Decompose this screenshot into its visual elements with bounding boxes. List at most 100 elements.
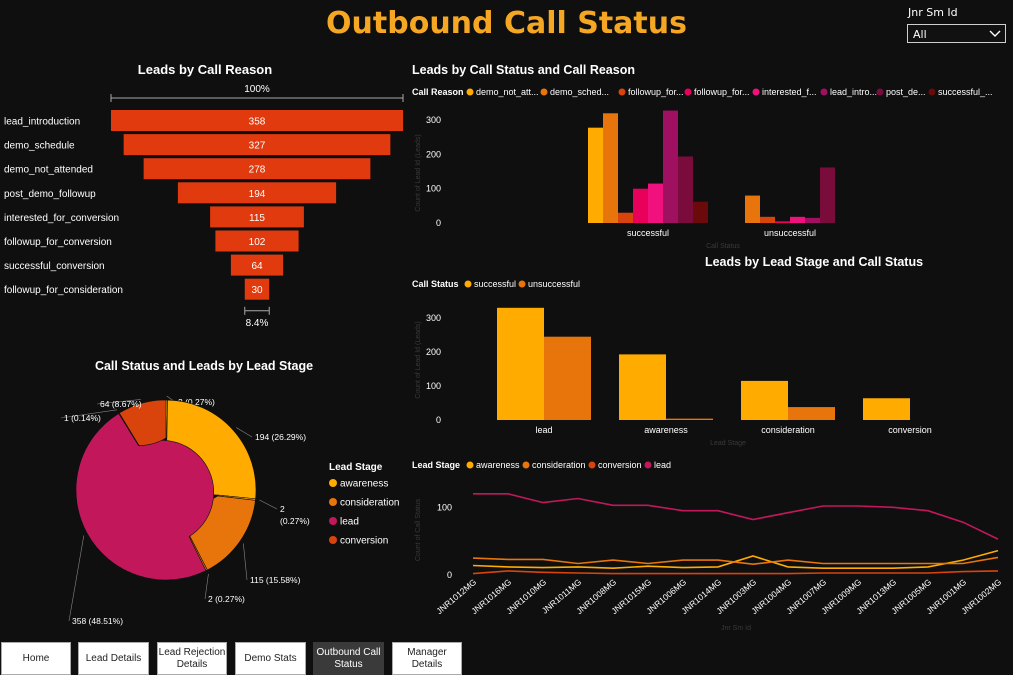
legend-marker [928, 88, 936, 96]
line-series [472, 570, 999, 575]
slicer-label: Jnr Sm Id [908, 6, 958, 19]
y-tick-label: 100 [426, 381, 441, 391]
bar [805, 217, 820, 223]
x-tick-label: lead [535, 425, 552, 435]
legend-marker [820, 88, 828, 96]
legend-label: consideration [532, 460, 586, 470]
bar [648, 183, 663, 223]
funnel-bottom-label: 8.4% [246, 318, 269, 329]
y-axis-label: Count of Call Status [415, 498, 422, 561]
x-tick-label: consideration [761, 425, 815, 435]
bar [790, 216, 805, 223]
donut-leader-line [236, 427, 253, 438]
funnel-chart[interactable]: Leads by Call Reason 100% 358 lead_introduc… [0, 58, 410, 338]
tab-lead-details[interactable]: Lead Details [78, 642, 149, 675]
bar [760, 216, 775, 223]
funnel-category-label: interested_for_conversion [4, 213, 119, 224]
x-axis-label: Jnr Sm Id [721, 625, 751, 632]
y-tick-label: 300 [426, 313, 441, 323]
funnel-value-label: 64 [251, 261, 263, 272]
legend-marker [876, 88, 884, 96]
bar [544, 336, 591, 420]
bar [693, 201, 708, 223]
legend-marker [329, 498, 337, 506]
legend-label: successful [474, 279, 516, 289]
tab-demo-stats[interactable]: Demo Stats [235, 642, 306, 675]
donut-data-label: 115 (15.58%) [250, 575, 301, 585]
legend-title: Call Reason [412, 87, 464, 97]
bar [663, 110, 678, 223]
donut-leader-line [68, 535, 85, 622]
y-tick-label: 200 [426, 347, 441, 357]
y-tick-label: 0 [436, 218, 441, 228]
chevron-down-icon [989, 30, 1001, 37]
bar [863, 398, 910, 420]
line-series [473, 493, 999, 540]
funnel-category-label: demo_schedule [4, 141, 75, 152]
legend-label: followup_for... [694, 87, 750, 97]
funnel-category-label: lead_introduction [4, 117, 80, 128]
legend-title: Call Status [412, 279, 459, 289]
bar [666, 418, 713, 420]
legend-title: Lead Stage [412, 460, 460, 470]
legend-label: followup_for... [628, 87, 684, 97]
call-reason-bar-chart[interactable]: Leads by Call Status and Call Reason Call… [408, 58, 1008, 250]
donut-data-label: 2 (0.27%) [208, 594, 245, 604]
bar [820, 167, 835, 223]
funnel-value-label: 115 [249, 213, 265, 224]
legend-marker [329, 536, 337, 544]
legend-label: interested_f... [762, 87, 817, 97]
tab-manager-details[interactable]: Manager Details [392, 642, 462, 675]
donut-leader-line [96, 399, 141, 405]
bar [633, 188, 648, 223]
tab-outbound-call-status[interactable]: Outbound Call Status [313, 642, 384, 675]
legend-label: unsuccessful [528, 279, 580, 289]
bar [619, 354, 666, 420]
legend-marker [540, 88, 548, 96]
jnr-sm-id-dropdown[interactable]: All [907, 24, 1006, 43]
donut-leader-line [204, 573, 209, 600]
y-tick-label: 0 [436, 415, 441, 425]
donut-leader-line [243, 543, 248, 581]
chart-title: Leads by Call Status and Call Reason [412, 63, 635, 77]
donut-data-label: (0.27%) [280, 516, 310, 526]
legend-marker [329, 517, 337, 525]
line-series [472, 556, 999, 566]
legend-label: consideration [340, 498, 399, 509]
tab-lead-rejection-details[interactable]: Lead Rejection Details [157, 642, 227, 675]
donut-slice [75, 413, 215, 581]
chart-title: Leads by Call Reason [138, 62, 272, 77]
donut-data-label: 2 [280, 504, 285, 514]
funnel-top-label: 100% [244, 84, 270, 95]
legend-marker [466, 88, 474, 96]
donut-chart[interactable]: Call Status and Leads by Lead Stage 2 (0.… [0, 352, 410, 640]
legend-title: Lead Stage [329, 462, 383, 473]
funnel-bar [215, 230, 299, 252]
donut-data-label: 194 (26.29%) [255, 432, 306, 442]
bar [788, 407, 835, 420]
funnel-category-label: post_demo_followup [4, 189, 96, 200]
donut-data-label: 1 (0.14%) [64, 413, 101, 423]
bar [603, 113, 618, 223]
legend-label: conversion [340, 536, 388, 547]
lead-stage-line-chart[interactable]: Lead Stage awareness consideration conversi… [408, 452, 1008, 637]
legend-label: lead_intro... [830, 87, 877, 97]
tab-home[interactable]: Home [1, 642, 71, 675]
page-title: Outbound Call Status [326, 6, 687, 41]
legend-marker [329, 479, 337, 487]
x-tick-label: conversion [888, 425, 932, 435]
donut-data-label: 64 (8.67%) [100, 399, 142, 409]
legend-label: post_de... [886, 87, 926, 97]
slicer-value: All [913, 28, 927, 41]
bar [618, 212, 633, 223]
donut-data-label: 2 (0.27%) [178, 397, 215, 407]
legend-marker [588, 461, 596, 469]
legend-label: lead [654, 460, 671, 470]
page-tabs: Home Lead Details Lead Rejection Details… [0, 642, 1013, 675]
legend-marker [684, 88, 692, 96]
lead-stage-bar-chart[interactable]: Leads by Lead Stage and Call Status Call … [408, 250, 1008, 448]
x-axis-label: Call Status [706, 243, 740, 250]
funnel-bar [210, 206, 304, 228]
bar [497, 307, 544, 420]
funnel-bar [123, 134, 391, 156]
